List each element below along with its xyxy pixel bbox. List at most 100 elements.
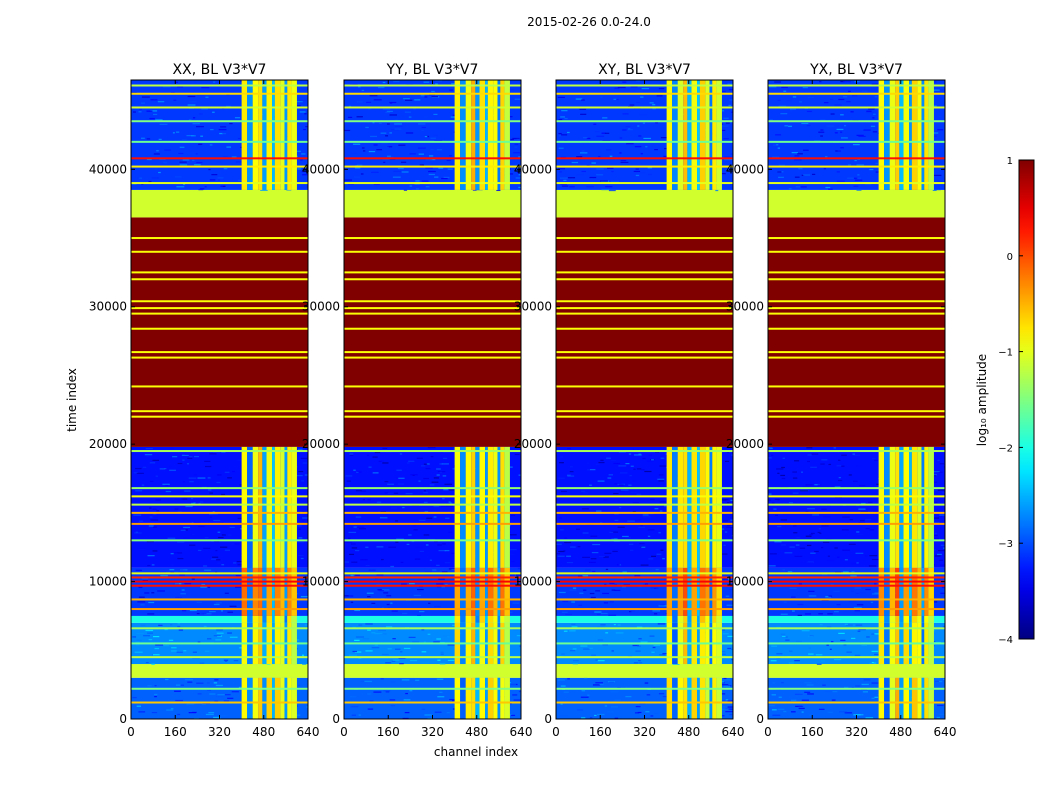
noise-speck (153, 635, 160, 638)
noise-speck (782, 569, 786, 571)
noise-speck (425, 186, 430, 188)
noise-speck (783, 549, 791, 552)
noise-speck (723, 117, 729, 119)
noise-speck (566, 448, 572, 450)
noise-speck (775, 134, 782, 136)
noise-speck (939, 87, 945, 89)
noise-speck (645, 711, 650, 713)
noise-speck (833, 590, 840, 592)
noise-speck (564, 541, 572, 544)
noise-speck (559, 517, 562, 519)
time-stripe (768, 495, 945, 498)
noise-speck (856, 604, 864, 606)
noise-speck (154, 693, 158, 696)
noise-speck (611, 589, 616, 591)
heatmap-panel-2: YY, BL V3*V70 160 320 480 640010000200003000… (302, 62, 533, 739)
noise-speck (436, 149, 443, 151)
time-stripe (344, 106, 521, 109)
noise-speck (426, 517, 433, 519)
time-stripe (344, 576, 521, 579)
rfi-column (666, 80, 673, 190)
noise-speck (195, 703, 202, 705)
noise-speck (380, 132, 387, 134)
rfi-column (262, 677, 267, 719)
noise-speck (662, 558, 665, 560)
noise-speck (617, 86, 626, 89)
noise-speck (570, 466, 573, 468)
rfi-column (709, 80, 713, 190)
noise-speck (930, 534, 938, 537)
noise-speck (302, 517, 308, 519)
noise-speck (360, 173, 364, 175)
noise-speck (390, 507, 398, 509)
rfi-column (917, 567, 922, 616)
noise-speck (206, 628, 209, 631)
noise-speck (820, 129, 824, 131)
time-stripe (344, 701, 521, 704)
noise-speck (409, 690, 413, 692)
noise-speck (722, 578, 729, 580)
rfi-column (274, 80, 281, 190)
noise-speck (607, 167, 614, 169)
noise-speck (652, 104, 656, 106)
noise-speck (179, 596, 182, 598)
noise-speck (582, 137, 588, 139)
panel-title: YX, BL V3*V7 (809, 62, 903, 78)
noise-speck (868, 501, 873, 503)
noise-speck (613, 623, 616, 626)
noise-speck (864, 555, 868, 557)
rfi-column (672, 80, 678, 190)
noise-speck (405, 692, 408, 695)
noise-speck (769, 119, 773, 121)
rfi-column (709, 615, 713, 623)
noise-speck (300, 557, 304, 560)
noise-speck (729, 98, 733, 100)
noise-speck (858, 135, 866, 137)
noise-speck (658, 693, 665, 695)
time-stripe (131, 608, 308, 611)
time-stripe (556, 84, 733, 87)
noise-speck (798, 705, 804, 707)
noise-speck (188, 119, 192, 121)
rfi-column (683, 80, 688, 190)
noise-speck (207, 689, 212, 691)
noise-speck (558, 147, 564, 149)
noise-speck (560, 134, 568, 136)
noise-speck (843, 125, 847, 127)
noise-speck (199, 501, 204, 503)
noise-speck (862, 691, 868, 693)
noise-speck (560, 183, 567, 185)
y-tick-label: 30000 (302, 300, 340, 314)
noise-speck (599, 555, 605, 558)
noise-speck (732, 478, 733, 480)
noise-speck (210, 632, 217, 634)
noise-speck (448, 501, 451, 503)
noise-speck (138, 586, 143, 588)
noise-speck (135, 641, 140, 643)
time-stripe (131, 627, 308, 630)
noise-speck (348, 654, 357, 656)
noise-speck (630, 465, 634, 467)
noise-speck (515, 177, 521, 179)
noise-speck (595, 510, 602, 512)
rfi-column (921, 677, 925, 719)
noise-speck (565, 613, 573, 615)
time-stripe (556, 327, 733, 330)
noise-speck (138, 111, 142, 113)
noise-speck (842, 549, 850, 551)
noise-speck (367, 596, 371, 598)
x-tick-label: 160 (164, 725, 187, 739)
noise-speck (295, 639, 300, 641)
noise-speck (404, 711, 410, 714)
noise-speck (626, 143, 634, 145)
noise-speck (802, 149, 809, 151)
noise-speck (157, 590, 165, 592)
noise-speck (582, 532, 589, 534)
rfi-column (272, 615, 275, 623)
noise-speck (664, 147, 667, 150)
noise-speck (804, 691, 811, 693)
noise-speck (514, 98, 521, 100)
noise-speck (658, 474, 664, 476)
rfi-column (485, 446, 488, 568)
noise-speck (441, 177, 448, 180)
